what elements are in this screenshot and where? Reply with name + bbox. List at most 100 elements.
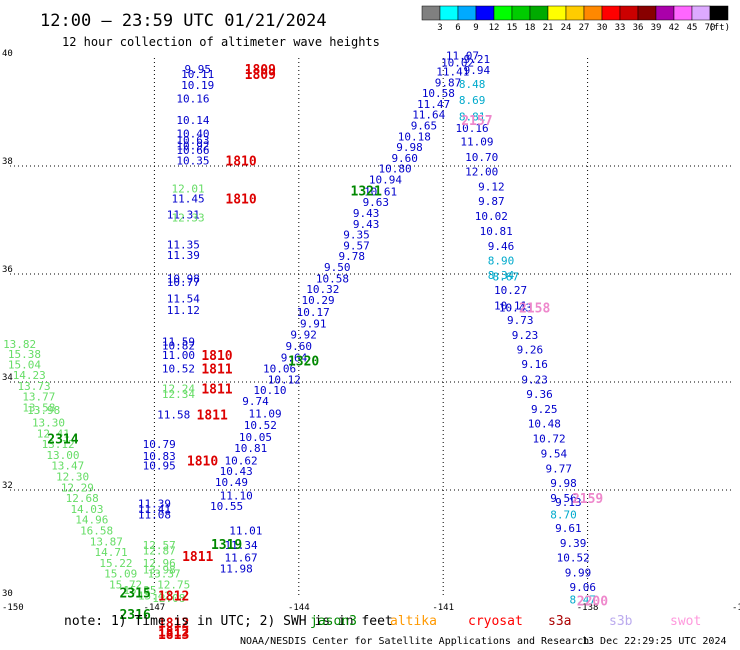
- wave-height-label: 8.34: [488, 269, 515, 282]
- wave-height-label: 11.54: [167, 292, 200, 305]
- wave-height-label: 10.32: [306, 283, 339, 296]
- axis-ticks: -150 -147 -144 -141 -138 -135 30 32 34 36 38 40: [2, 49, 740, 613]
- pass-time-label: 1319: [211, 538, 242, 553]
- wave-height-label: 15.42: [138, 589, 171, 602]
- pass-time-label: 1810: [201, 349, 232, 364]
- colorbar-label: 36: [633, 23, 644, 33]
- wave-height-label: 10.16: [456, 122, 489, 135]
- colorbar-label: 15: [507, 23, 518, 33]
- wave-height-label: 10.10: [253, 384, 286, 397]
- y-tick-label: 30: [2, 589, 13, 599]
- wave-height-label: 10.12: [268, 373, 301, 386]
- y-tick-label: 34: [2, 373, 13, 383]
- wave-height-label: 10.16: [176, 93, 209, 106]
- colorbar-label: 33: [615, 23, 626, 33]
- colorbar-label: 21: [543, 23, 554, 33]
- wave-height-label: 10.83: [143, 450, 176, 463]
- wave-height-label: 10.62: [224, 454, 257, 467]
- wave-height-label: 10.70: [465, 151, 498, 164]
- wave-height-label: 10.52: [244, 419, 277, 432]
- wave-height-label: 9.39: [560, 537, 587, 550]
- pass-labels: 1809180918101810181018111811181118101811…: [47, 63, 608, 643]
- wave-height-label: 9.43: [353, 207, 380, 220]
- wave-height-label: 9.94: [464, 64, 491, 77]
- wave-height-label: 10.95: [143, 460, 176, 473]
- x-tick-label: -147: [144, 603, 166, 613]
- wave-height-label: 13.98: [143, 563, 176, 576]
- wave-height-label: 12.29: [61, 481, 94, 494]
- wave-height-label: 12.41: [37, 427, 70, 440]
- colorbar-label: 3: [437, 23, 442, 33]
- pass-time-label: 1810: [225, 192, 256, 207]
- wave-height-label: 15.38: [8, 348, 41, 361]
- wave-height-label: 8.48: [459, 78, 486, 91]
- wave-height-label: 12.01: [172, 183, 205, 196]
- wave-height-label: 11.41: [436, 66, 469, 79]
- wave-height-label: 11.58: [157, 408, 190, 421]
- wave-height-label: 14.96: [75, 514, 108, 527]
- wave-height-label: 13.47: [51, 460, 84, 473]
- wave-height-label: 9.91: [300, 318, 327, 331]
- wave-height-label: 8.90: [488, 255, 515, 268]
- colorbar-label: 24: [561, 23, 572, 33]
- colorbar-swatch: [493, 5, 513, 21]
- wave-height-label: 11.59: [162, 336, 195, 349]
- chart-title: 12:00 — 23:59 UTC 01/21/2024: [40, 11, 327, 31]
- wave-height-label: 12.33: [172, 211, 205, 224]
- wave-height-label: 10.14: [176, 114, 209, 127]
- wave-height-label: 10.66: [176, 144, 209, 157]
- wave-height-label: 9.46: [488, 240, 515, 253]
- colorbar-label: 27: [579, 23, 590, 33]
- wave-height-label: 14.23: [13, 369, 46, 382]
- x-tick-label: -135: [732, 603, 740, 613]
- wave-height-label: 9.99: [565, 567, 592, 580]
- colorbar-label: 70: [705, 23, 716, 33]
- y-tick-label: 40: [2, 49, 13, 59]
- wave-height-label: 10.19: [181, 79, 214, 92]
- pass-time-label: 1321: [351, 184, 382, 199]
- colorbar-swatch: [421, 5, 441, 21]
- satellite-s3b: s3b: [609, 614, 633, 629]
- wave-height-label: 13.12: [42, 438, 75, 451]
- wave-height-label: 9.98: [396, 141, 423, 154]
- colorbar-swatch: [601, 5, 621, 21]
- y-tick-label: 36: [2, 265, 13, 275]
- wave-height-label: 10.55: [210, 500, 243, 513]
- wave-height-label: 10.18: [398, 130, 431, 143]
- wave-height-label: 13.98: [27, 404, 60, 417]
- wave-height-label: 9.50: [324, 261, 351, 274]
- satellite-jason3: jason3: [310, 614, 357, 629]
- timestamp: 13 Dec 22:29:25 UTC 2024: [582, 636, 727, 647]
- satellite-altika: altika: [390, 614, 437, 629]
- wave-height-label: 11.47: [417, 98, 450, 111]
- wave-height-label: 12.34: [162, 388, 195, 401]
- wave-height-label: 12.30: [56, 471, 89, 484]
- wave-height-label: 10.94: [369, 174, 402, 187]
- colorbar-swatch: [709, 5, 729, 21]
- colorbar-swatch: [673, 5, 693, 21]
- wave-height-label: 9.87: [478, 195, 505, 208]
- wave-height-label: 8.67: [493, 271, 520, 284]
- wave-height-label: 10.49: [215, 476, 248, 489]
- pass-time-label: 1810: [187, 454, 218, 469]
- colorbar-label: 9: [473, 23, 478, 33]
- wave-height-label: 9.23: [512, 329, 539, 342]
- wave-height-label: 11.98: [220, 562, 253, 575]
- wave-height-label: 10.52: [162, 363, 195, 376]
- wave-height-label: 9.78: [338, 250, 365, 263]
- wave-height-label: 10.05: [239, 431, 272, 444]
- pass-time-label: 1811: [182, 550, 213, 565]
- pass-time-label: 2200: [577, 595, 608, 610]
- wave-height-label: 10.35: [176, 155, 209, 168]
- colorbar-swatch: [619, 5, 639, 21]
- wave-height-label: 8.47: [570, 594, 597, 607]
- pass-time-label: 1810: [225, 155, 256, 170]
- wave-height-label: 9.61: [555, 522, 582, 535]
- pass-time-label: 2159: [572, 492, 603, 507]
- wave-height-label: 11.00: [162, 349, 195, 362]
- satellite-legend: jason3 altika cryosat s3a s3b swot: [310, 614, 701, 629]
- wave-height-label: 13.00: [46, 449, 79, 462]
- pass-time-label: 1811: [197, 408, 228, 423]
- wave-height-label: 10.81: [480, 225, 513, 238]
- pass-time-label: 1812: [158, 625, 189, 640]
